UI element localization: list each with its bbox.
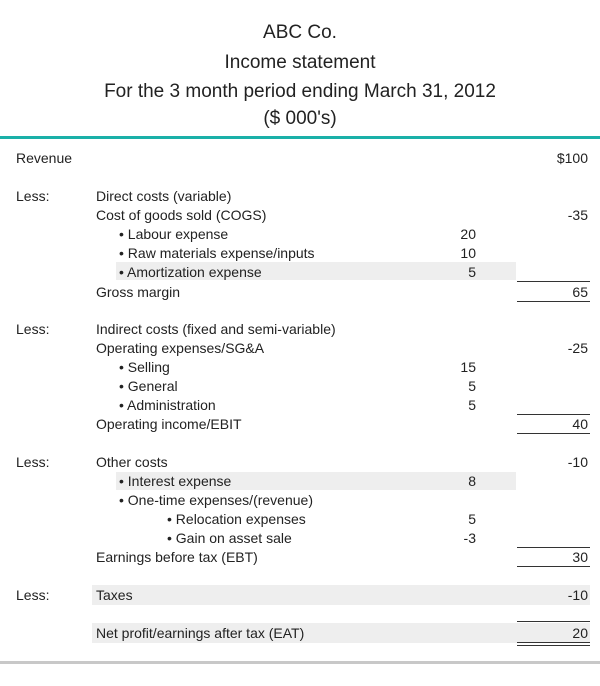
less-label: Less: (16, 587, 50, 603)
company-name: ABC Co. (263, 22, 337, 43)
labour-value: 20 (460, 226, 476, 242)
taxes-value: -10 (567, 587, 588, 603)
double-total-rule-top (517, 642, 590, 643)
net-profit-label: Net profit/earnings after tax (EAT) (96, 625, 305, 641)
general-value: 5 (468, 378, 476, 394)
selling-label: • Selling (119, 359, 170, 375)
footer-divider (0, 661, 600, 664)
opex-value: -25 (567, 340, 588, 356)
less-label: Less: (16, 454, 50, 470)
indirect-costs-label: Indirect costs (fixed and semi-variable) (96, 321, 336, 337)
ebit-value: 40 (572, 416, 588, 432)
opex-label: Operating expenses/SG&A (96, 340, 265, 356)
selling-value: 15 (460, 359, 476, 375)
statement-title: Income statement (224, 52, 376, 73)
ebit-label: Operating income/EBIT (96, 416, 242, 432)
subtotal-rule (517, 281, 590, 282)
amortization-label: • Amortization expense (119, 264, 262, 280)
raw-materials-label: • Raw materials expense/inputs (119, 245, 315, 261)
gain-asset-label: • Gain on asset sale (167, 530, 292, 546)
direct-costs-label: Direct costs (variable) (96, 188, 232, 204)
ebt-value: 30 (572, 549, 588, 565)
period-subtitle: For the 3 month period ending March 31, … (104, 81, 496, 102)
gain-asset-value: -3 (463, 530, 476, 546)
administration-label: • Administration (119, 397, 216, 413)
one-time-label: • One-time expenses/(revenue) (119, 492, 313, 508)
gross-margin-label: Gross margin (96, 284, 181, 300)
row-shade-taxes (92, 585, 590, 605)
ebt-label: Earnings before tax (EBT) (96, 549, 258, 565)
row-shade-amortization (116, 262, 516, 280)
raw-materials-value: 10 (460, 245, 476, 261)
interest-value: 8 (468, 473, 476, 489)
less-label: Less: (16, 188, 50, 204)
revenue-label: Revenue (16, 150, 73, 166)
less-label: Less: (16, 321, 50, 337)
cogs-value: -35 (567, 207, 588, 223)
other-costs-label: Other costs (96, 454, 168, 470)
total-rule (517, 433, 590, 434)
total-rule (517, 301, 590, 302)
subtotal-rule (517, 547, 590, 548)
cogs-label: Cost of goods sold (COGS) (96, 207, 267, 223)
subtotal-rule (517, 621, 590, 622)
header-divider (0, 136, 600, 139)
units-subtitle: ($ 000's) (263, 108, 337, 129)
amortization-value: 5 (468, 264, 476, 280)
interest-label: • Interest expense (119, 473, 232, 489)
general-label: • General (119, 378, 178, 394)
revenue-value: $100 (556, 150, 588, 166)
double-total-rule-bottom (517, 645, 590, 646)
labour-label: • Labour expense (119, 226, 229, 242)
row-shade-interest (116, 472, 516, 490)
taxes-label: Taxes (96, 587, 133, 603)
subtotal-rule (517, 414, 590, 415)
row-shade-net-profit (92, 623, 590, 643)
administration-value: 5 (468, 397, 476, 413)
total-rule (517, 566, 590, 567)
gross-margin-value: 65 (572, 284, 588, 300)
other-costs-value: -10 (567, 454, 588, 470)
net-profit-value: 20 (572, 625, 588, 641)
relocation-value: 5 (468, 511, 476, 527)
relocation-label: • Relocation expenses (167, 511, 306, 527)
